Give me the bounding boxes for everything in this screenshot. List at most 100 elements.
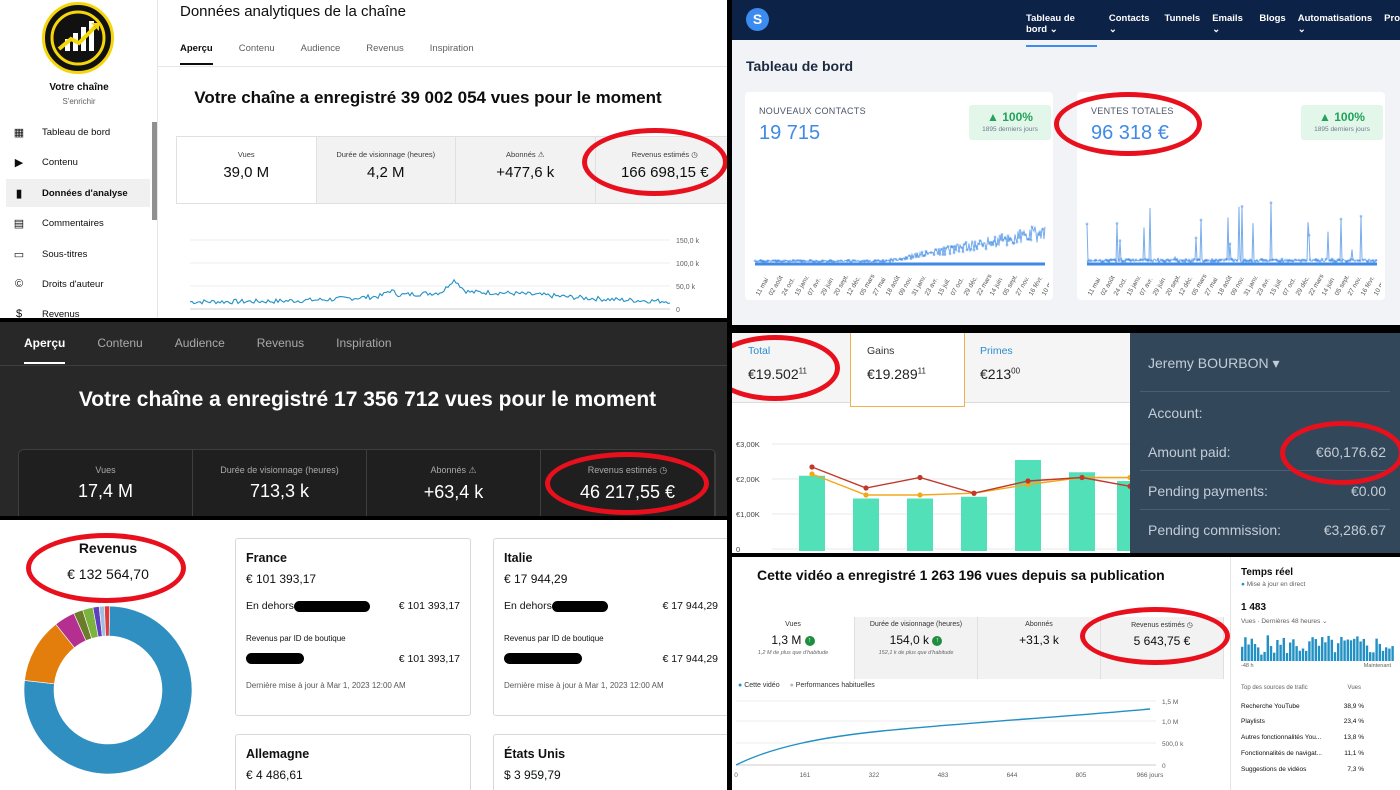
- menu-blogs[interactable]: Blogs: [1259, 13, 1286, 24]
- metric-card-views[interactable]: Vues 17,4 M: [19, 450, 193, 516]
- metric-card-subscribers[interactable]: Abonnés ⚠ +477,6 k: [456, 137, 596, 203]
- menu-emails[interactable]: Emails ⌄: [1212, 13, 1243, 35]
- realtime-bar: [1305, 650, 1308, 661]
- data-point: [1126, 258, 1130, 262]
- data-point: [1213, 260, 1217, 263]
- data-point: [911, 255, 915, 259]
- metric-card-views[interactable]: Vues 39,0 M: [177, 137, 317, 203]
- channel-subtitle: S'enrichir: [62, 97, 96, 106]
- tab-inspiration[interactable]: Inspiration: [429, 43, 474, 54]
- data-point: [800, 259, 804, 263]
- sidebar-scrollbar[interactable]: [152, 122, 157, 220]
- data-point: [1203, 259, 1207, 262]
- menu-funnels[interactable]: Tunnels: [1164, 13, 1201, 24]
- marketplace-card-france[interactable]: France € 101 393,17 En dehors € 101 393,1…: [235, 538, 471, 716]
- tab-audience[interactable]: Audience: [300, 43, 341, 54]
- data-point: [1094, 258, 1098, 262]
- tab-bonus[interactable]: Primes €21300: [980, 345, 1021, 382]
- data-point: [1020, 231, 1024, 235]
- data-point: [1162, 260, 1166, 263]
- data-point: [952, 251, 956, 255]
- realtime-bar: [1327, 635, 1330, 661]
- line-point: [1079, 474, 1085, 481]
- data-point: [1297, 258, 1301, 262]
- sidebar-item-dashboard[interactable]: ▦ Tableau de bord: [13, 126, 111, 139]
- data-point: [1346, 259, 1350, 263]
- realtime-bar: [1359, 641, 1362, 661]
- sidebar-item-revenue[interactable]: $ Revenus: [6, 300, 150, 318]
- marketplace-card-italy[interactable]: Italie € 17 944,29 En dehors € 17 944,29 …: [493, 538, 727, 716]
- data-point: [1320, 257, 1324, 261]
- data-point: [1328, 259, 1332, 262]
- tab-overview[interactable]: Aperçu: [180, 43, 213, 65]
- tab-content[interactable]: Contenu: [97, 336, 143, 350]
- data-point: [779, 260, 783, 264]
- data-point: [753, 259, 757, 263]
- warning-icon: ⚠: [468, 465, 477, 475]
- tab-revenue[interactable]: Revenus: [256, 336, 305, 350]
- views-headline: Votre chaîne a enregistré 39 002 054 vue…: [194, 88, 662, 107]
- data-point: [773, 259, 777, 263]
- metric-card-watch-time[interactable]: Durée de visionnage (heures) 154,0 k ↑ 152…: [855, 617, 978, 679]
- data-point: [1356, 259, 1360, 262]
- sidebar-item-copyright[interactable]: © Droits d'auteur: [6, 270, 150, 298]
- data-point: [1253, 259, 1257, 263]
- data-point: [786, 259, 790, 263]
- metric-card-subscribers[interactable]: Abonnés ⚠ +63,4 k: [367, 450, 541, 516]
- menu-automations[interactable]: Automatisations ⌄: [1297, 13, 1373, 35]
- channel-avatar[interactable]: [42, 2, 114, 74]
- data-point: [1112, 258, 1116, 262]
- data-point: [1270, 258, 1274, 262]
- tab-gains[interactable]: Gains €19.28911: [850, 333, 965, 407]
- tab-content[interactable]: Contenu: [238, 43, 275, 54]
- tab-inspiration[interactable]: Inspiration: [336, 336, 392, 350]
- data-point: [865, 259, 869, 262]
- user-menu[interactable]: Jeremy BOURBON ▾: [1148, 355, 1280, 371]
- data-point: [1294, 258, 1298, 262]
- y-tick: 100,0 k: [676, 261, 699, 268]
- data-point: [937, 247, 941, 251]
- period-dropdown[interactable]: Vues · Dernières 48 heures ⌄: [1241, 618, 1328, 625]
- data-point: [866, 259, 870, 263]
- data-point: [1314, 258, 1318, 261]
- realtime-bar: [1247, 644, 1250, 661]
- data-point: [808, 258, 812, 262]
- metric-card-watch-time[interactable]: Durée de visionnage (heures) 4,2 M: [316, 137, 456, 203]
- y-tick: 150,0 k: [676, 238, 699, 245]
- data-point: [1218, 258, 1222, 262]
- menu-more[interactable]: Pro: [1384, 13, 1400, 24]
- sidebar-item-content[interactable]: ▶ Contenu: [6, 148, 150, 176]
- metric-card-views[interactable]: Vues 1,3 M ↑ 1,2 M de plus que d'habitude: [732, 617, 855, 679]
- realtime-card: Temps réel ● Mise à jour en direct 1 483…: [1230, 557, 1400, 790]
- data-point: [1318, 259, 1322, 263]
- metric-card-subscribers[interactable]: Abonnés +31,3 k: [978, 617, 1101, 679]
- realtime-bar: [1257, 647, 1260, 661]
- menu-dashboard[interactable]: Tableau de bord ⌄: [1026, 13, 1097, 47]
- sidebar-item-analytics[interactable]: ▮ Données d'analyse: [6, 179, 150, 207]
- sidebar-item-comments[interactable]: ▤ Commentaires: [13, 217, 104, 230]
- new-contacts-card[interactable]: NOUVEAUX CONTACTS 19 715 ▲ 100% 1895 dern…: [745, 92, 1053, 300]
- data-point: [914, 255, 918, 259]
- realtime-bar: [1285, 653, 1289, 661]
- data-point: [1228, 242, 1232, 246]
- realtime-bar: [1260, 654, 1263, 661]
- metric-card-watch-time[interactable]: Durée de visionnage (heures) 713,3 k: [193, 450, 367, 516]
- marketplace-card-usa[interactable]: États Unis $ 3 959,79: [493, 734, 727, 790]
- data-point: [949, 245, 953, 248]
- data-point: [924, 249, 928, 253]
- line-point: [971, 490, 977, 496]
- systeme-logo-icon[interactable]: S: [746, 8, 769, 31]
- marketplace-card-germany[interactable]: Allemagne € 4 486,61: [235, 734, 471, 790]
- sidebar-item-subtitles[interactable]: ▭ Sous-titres: [13, 248, 88, 261]
- data-point: [1195, 258, 1199, 262]
- data-point: [1313, 258, 1317, 262]
- data-point: [1324, 257, 1328, 261]
- data-point: [1349, 257, 1353, 261]
- tab-overview[interactable]: Aperçu: [24, 336, 66, 364]
- tab-audience[interactable]: Audience: [174, 336, 225, 350]
- menu-contacts[interactable]: Contacts ⌄: [1108, 13, 1150, 35]
- arrow-up-icon: ↑: [804, 635, 815, 646]
- data-point: [762, 260, 766, 263]
- commissions-panel: Total €19.50211 Gains €19.28911 Primes €213…: [732, 333, 1400, 553]
- tab-revenue[interactable]: Revenus: [366, 43, 404, 54]
